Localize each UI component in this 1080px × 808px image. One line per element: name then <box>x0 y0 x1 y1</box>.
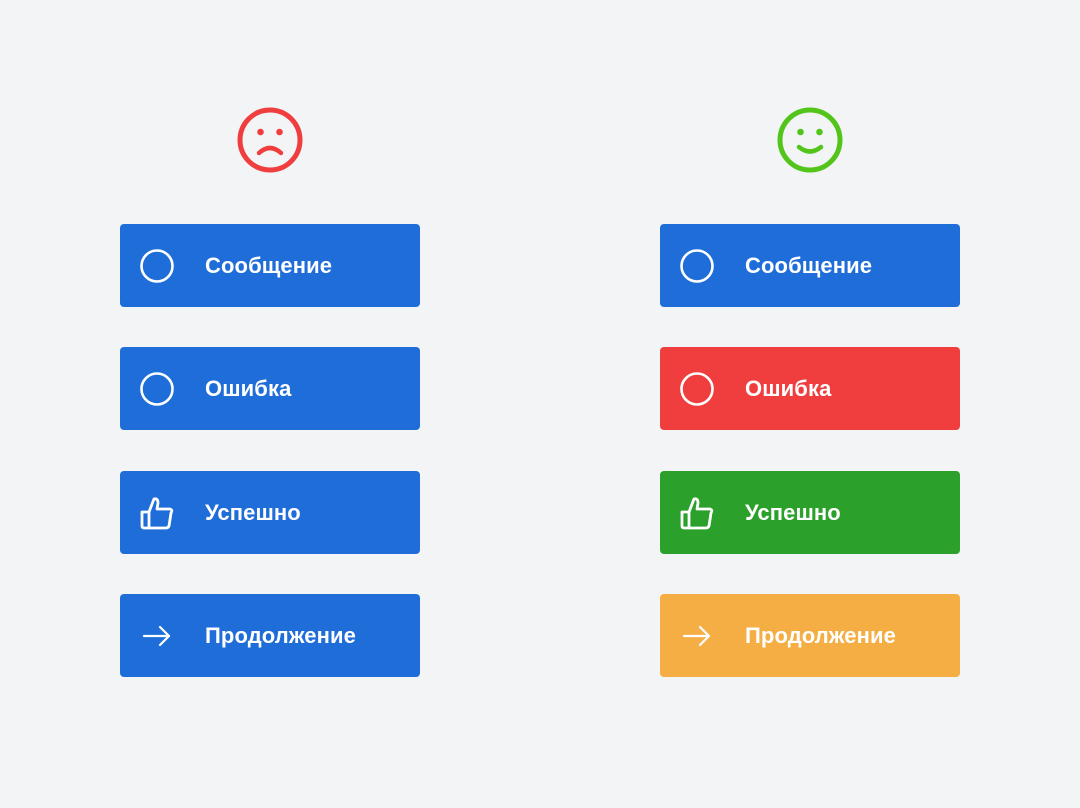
prohibited-icon <box>680 372 714 406</box>
button-label: Ошибка <box>205 375 292 401</box>
button-label: Продолжение <box>745 622 896 648</box>
bad-button-3[interactable]: Продолжение <box>120 594 420 677</box>
info-icon <box>680 249 714 283</box>
button-label: Сообщение <box>745 252 873 278</box>
arrow-right-icon <box>682 625 711 647</box>
thumbs-up-icon <box>680 497 714 530</box>
arrow-right-icon <box>142 625 171 647</box>
good-button-1[interactable]: Ошибка <box>660 347 960 430</box>
info-icon <box>140 249 174 283</box>
button-label: Продолжение <box>205 622 356 648</box>
button-label: Успешно <box>745 499 841 525</box>
bad-button-1[interactable]: Ошибка <box>120 347 420 430</box>
button-label: Сообщение <box>205 252 333 278</box>
prohibited-icon <box>140 372 174 406</box>
button-label: Успешно <box>205 499 301 525</box>
button-label: Ошибка <box>745 375 832 401</box>
happy-face-icon <box>777 107 843 173</box>
thumbs-up-icon <box>140 497 174 530</box>
good-button-3[interactable]: Продолжение <box>660 594 960 677</box>
good-button-2[interactable]: Успешно <box>660 471 960 554</box>
sad-face-icon <box>237 107 303 173</box>
bad-button-0[interactable]: Сообщение <box>120 224 420 307</box>
good-button-0[interactable]: Сообщение <box>660 224 960 307</box>
bad-button-2[interactable]: Успешно <box>120 471 420 554</box>
